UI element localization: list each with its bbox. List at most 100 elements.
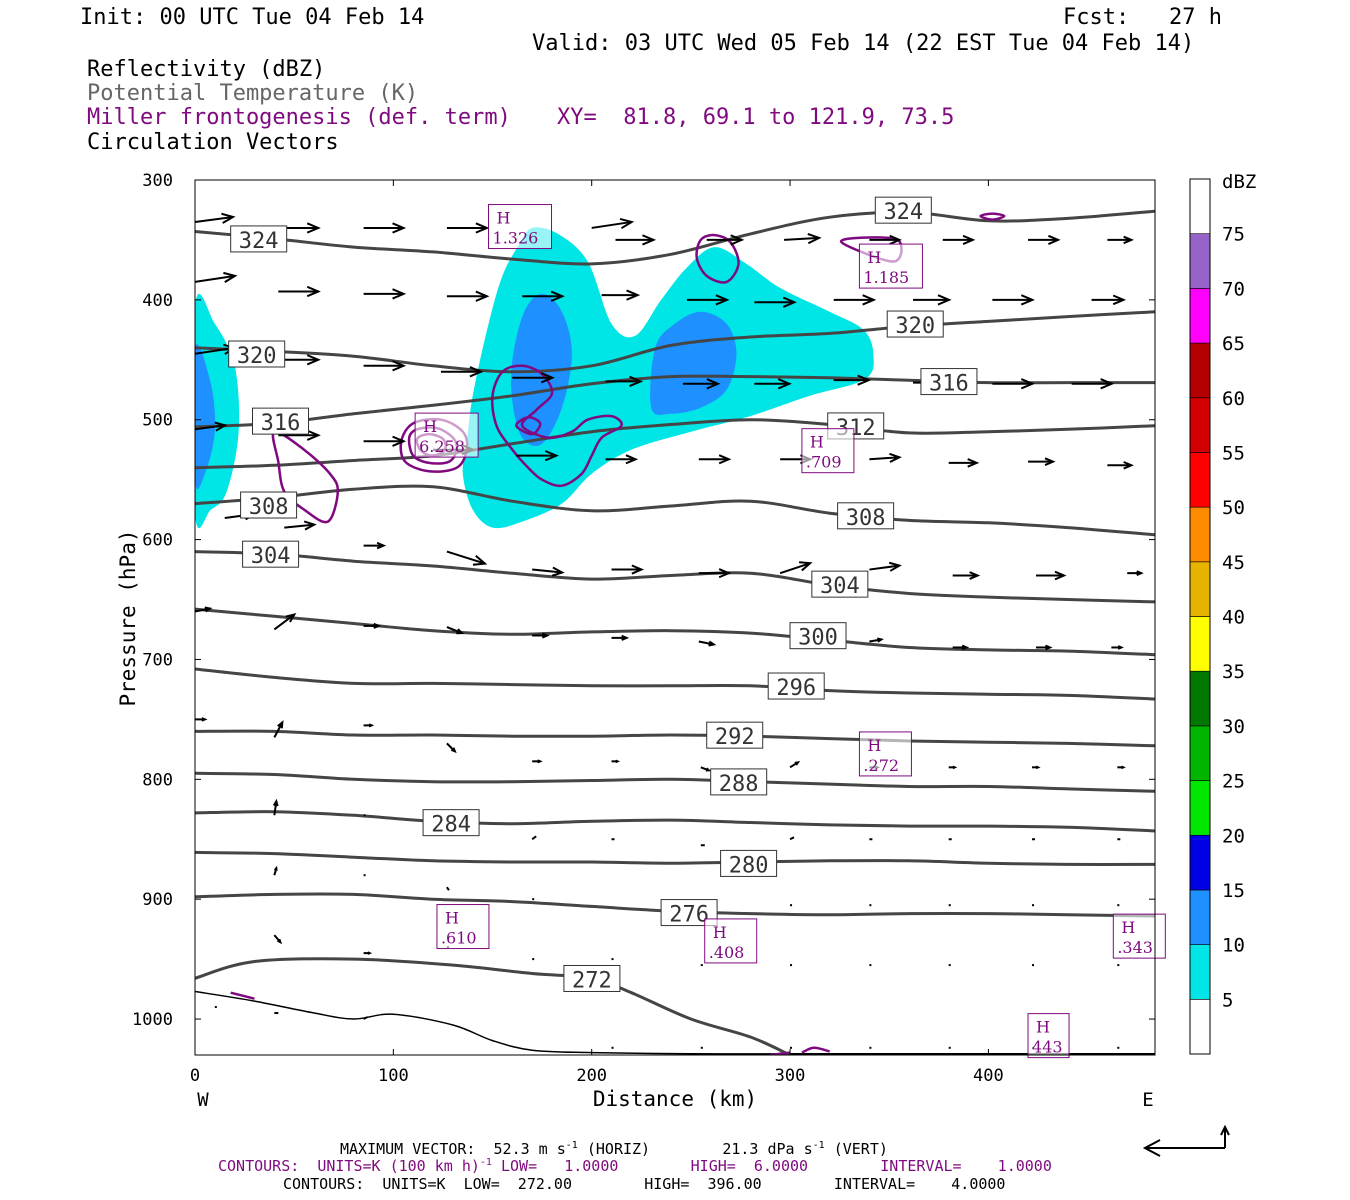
vector-head-17 xyxy=(626,289,641,301)
theta-label-272-box xyxy=(563,964,621,992)
vector-head-51 xyxy=(472,555,488,566)
vector-95 xyxy=(446,886,450,891)
colorbar-swatch xyxy=(1189,233,1211,289)
colorbar-label: 20 xyxy=(1222,825,1245,847)
theta-contour-316 xyxy=(195,374,1155,429)
y-tick-label: 700 xyxy=(142,650,173,670)
vector-head-72 xyxy=(277,720,284,729)
colorbar: 5 10 15 20 25 30 35 40 45 50 55 60 65 70 75 dBZ xyxy=(1189,171,1256,1055)
east-label: E xyxy=(1142,1089,1153,1111)
colorbar-label: 30 xyxy=(1222,716,1245,738)
theta-label2-304-box xyxy=(811,570,869,598)
y-axis-label: Pressure (hPa) xyxy=(116,529,140,706)
terrain-line xyxy=(195,990,1155,1055)
vector-head-77 xyxy=(705,767,712,772)
vector-head-61 xyxy=(285,612,297,623)
theta-label-292: 292 xyxy=(715,725,755,750)
theta-label-316: 316 xyxy=(261,411,301,436)
theta-contour-284 xyxy=(195,810,1155,833)
vector-head-37 xyxy=(306,429,321,441)
high-label-value: 1.326 xyxy=(493,229,539,248)
theta-label-296-box xyxy=(767,672,825,700)
high-label-value: .272 xyxy=(863,756,899,775)
x-tick-label: 0 xyxy=(190,1066,200,1086)
colorbar-swatch xyxy=(1189,616,1211,672)
colorbar-label: 60 xyxy=(1222,388,1245,410)
colorbar-swatch xyxy=(1189,178,1211,234)
theta-label2-324: 324 xyxy=(883,200,923,225)
vector-head-58 xyxy=(1054,570,1067,581)
vector-head-11 xyxy=(1123,235,1134,245)
colorbar-label: 10 xyxy=(1222,935,1245,957)
vector-88 xyxy=(789,836,795,841)
theta-label-300: 300 xyxy=(798,626,838,651)
high-label-h: H xyxy=(1036,1018,1050,1037)
theta-contour-288 xyxy=(195,771,1155,793)
vector-head-75 xyxy=(537,759,543,764)
vector-4 xyxy=(591,220,632,229)
vector-head-103 xyxy=(277,938,283,945)
vector-head-63 xyxy=(456,628,465,635)
colorbar-swatch xyxy=(1189,889,1211,945)
x-axis-label: Distance (km) xyxy=(593,1087,757,1111)
fronto-contour-5 xyxy=(515,416,542,436)
colorbar-swatch xyxy=(1189,780,1211,836)
y-tick-label: 800 xyxy=(142,770,173,790)
theta-contour-312 xyxy=(195,418,1155,470)
colorbar-swatch xyxy=(1189,342,1211,399)
vector-52 xyxy=(532,568,563,574)
high-label-value: 443 xyxy=(1032,1038,1063,1057)
colorbar-label: 25 xyxy=(1222,771,1245,793)
high-label-box-1 xyxy=(858,243,923,289)
vector-7 xyxy=(784,236,820,241)
vectors-title: Circulation Vectors xyxy=(87,130,339,155)
vector-head-50 xyxy=(376,541,387,550)
vector-head-14 xyxy=(392,288,407,300)
west-label: W xyxy=(197,1089,209,1111)
vector-head-71 xyxy=(201,717,208,722)
theta-label-316-box xyxy=(252,407,310,435)
vector-36 xyxy=(195,424,226,431)
vector-head-21 xyxy=(937,294,952,306)
vector-72 xyxy=(273,721,284,738)
vector-head-36 xyxy=(214,421,228,432)
vector-head-45 xyxy=(967,458,980,468)
vector-61 xyxy=(273,613,295,631)
vector-head-10 xyxy=(1047,234,1061,245)
theta-label2-324-box xyxy=(874,196,932,224)
vector-head-0 xyxy=(221,212,236,224)
high-label-h: H xyxy=(445,909,459,928)
vector-head-46 xyxy=(1044,457,1056,467)
x-tick-label: 100 xyxy=(378,1066,409,1086)
vector-head-3 xyxy=(475,222,490,234)
high-label-value: .709 xyxy=(806,453,842,472)
surface-pressure-line xyxy=(195,990,1155,1055)
vector-head-54 xyxy=(718,568,732,579)
vector-head-64 xyxy=(541,632,550,639)
vector-head-27 xyxy=(469,366,484,378)
colorbar-label: 50 xyxy=(1222,497,1245,519)
theta-label-320-box xyxy=(228,340,286,368)
theta-contour-320 xyxy=(195,310,1155,374)
vector-116 xyxy=(363,1016,369,1020)
y-tick-label: 400 xyxy=(142,291,173,311)
high-label-box-5 xyxy=(436,904,490,950)
vector-head-73 xyxy=(368,723,375,728)
theta-label-304-box xyxy=(242,540,300,568)
vector-head-104 xyxy=(367,951,373,955)
theta-label2-308-box xyxy=(837,502,895,530)
theta-contour-308 xyxy=(195,484,1155,537)
vector-head-26 xyxy=(392,360,407,372)
fronto-contour-11 xyxy=(801,1046,831,1054)
vector-85 xyxy=(531,835,537,841)
vector-head-31 xyxy=(777,378,792,390)
theta-label-292-box xyxy=(706,721,764,749)
valid-time: Valid: 03 UTC Wed 05 Feb 14 (22 EST Tue … xyxy=(532,31,1195,56)
theta-label-288: 288 xyxy=(719,772,759,797)
theta-label2-320: 320 xyxy=(895,314,935,339)
y-tick-label: 500 xyxy=(142,411,173,431)
high-label-value: 6.258 xyxy=(419,437,465,456)
vector-head-19 xyxy=(782,296,797,308)
colorbar-swatch xyxy=(1189,288,1211,344)
